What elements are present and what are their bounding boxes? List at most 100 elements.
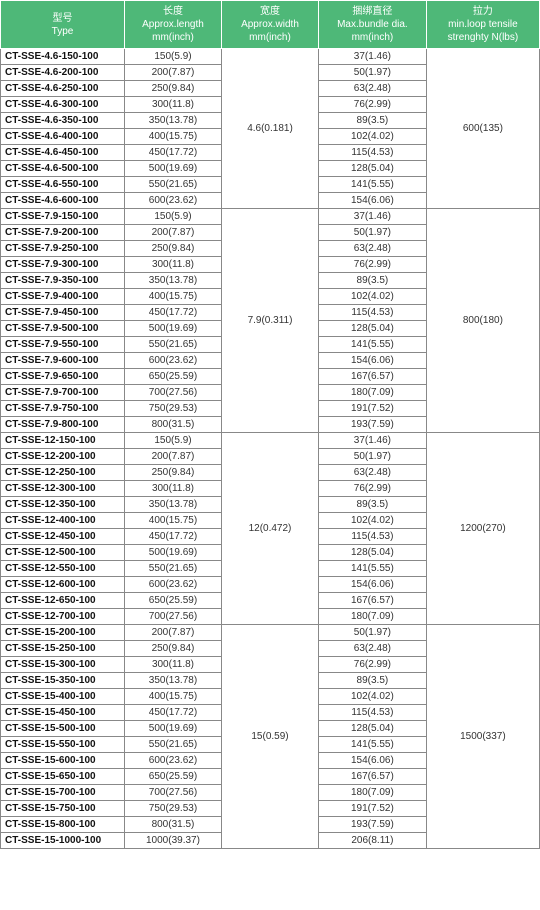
cell-type: CT-SSE-15-600-100 [1,753,125,769]
cell-type: CT-SSE-7.9-150-100 [1,209,125,225]
col-type: 型号Type [1,1,125,49]
cell-length: 600(23.62) [124,577,221,593]
cell-dia: 115(4.53) [319,305,427,321]
table-body: CT-SSE-4.6-150-100150(5.9)4.6(0.181)37(1… [1,49,540,849]
cell-dia: 102(4.02) [319,129,427,145]
cell-type: CT-SSE-12-350-100 [1,497,125,513]
cell-length: 300(11.8) [124,97,221,113]
cell-dia: 141(5.55) [319,337,427,353]
cell-length: 350(13.78) [124,497,221,513]
cell-dia: 76(2.99) [319,97,427,113]
cell-length: 300(11.8) [124,657,221,673]
cell-length: 750(29.53) [124,801,221,817]
cell-dia: 193(7.59) [319,417,427,433]
cell-type: CT-SSE-15-400-100 [1,689,125,705]
cell-length: 600(23.62) [124,753,221,769]
cell-length: 200(7.87) [124,625,221,641]
cell-type: CT-SSE-7.9-800-100 [1,417,125,433]
cell-length: 550(21.65) [124,337,221,353]
cell-length: 350(13.78) [124,273,221,289]
table-row: CT-SSE-12-150-100150(5.9)12(0.472)37(1.4… [1,433,540,449]
cell-length: 750(29.53) [124,401,221,417]
cell-dia: 167(6.57) [319,769,427,785]
spec-table: 型号Type 长度Approx.lengthmm(inch) 宽度Approx.… [0,0,540,849]
cell-type: CT-SSE-4.6-200-100 [1,65,125,81]
cell-type: CT-SSE-15-450-100 [1,705,125,721]
cell-dia: 128(5.04) [319,161,427,177]
cell-type: CT-SSE-4.6-550-100 [1,177,125,193]
cell-length: 200(7.87) [124,65,221,81]
cell-length: 650(25.59) [124,369,221,385]
cell-dia: 191(7.52) [319,801,427,817]
cell-dia: 37(1.46) [319,49,427,65]
cell-dia: 167(6.57) [319,593,427,609]
cell-type: CT-SSE-7.9-400-100 [1,289,125,305]
cell-type: CT-SSE-12-550-100 [1,561,125,577]
cell-type: CT-SSE-15-1000-100 [1,833,125,849]
cell-strength: 1500(337) [426,625,539,849]
cell-type: CT-SSE-12-450-100 [1,529,125,545]
cell-type: CT-SSE-12-150-100 [1,433,125,449]
cell-length: 600(23.62) [124,193,221,209]
cell-strength: 1200(270) [426,433,539,625]
cell-type: CT-SSE-15-650-100 [1,769,125,785]
cell-dia: 128(5.04) [319,545,427,561]
col-width: 宽度Approx.widthmm(inch) [221,1,318,49]
cell-length: 400(15.75) [124,129,221,145]
cell-dia: 193(7.59) [319,817,427,833]
table-header: 型号Type 长度Approx.lengthmm(inch) 宽度Approx.… [1,1,540,49]
cell-dia: 154(6.06) [319,353,427,369]
cell-dia: 50(1.97) [319,449,427,465]
cell-dia: 50(1.97) [319,65,427,81]
cell-dia: 37(1.46) [319,209,427,225]
cell-dia: 180(7.09) [319,785,427,801]
cell-dia: 154(6.06) [319,577,427,593]
cell-length: 500(19.69) [124,545,221,561]
cell-type: CT-SSE-15-350-100 [1,673,125,689]
cell-dia: 89(3.5) [319,497,427,513]
cell-type: CT-SSE-15-250-100 [1,641,125,657]
cell-type: CT-SSE-7.9-650-100 [1,369,125,385]
cell-type: CT-SSE-15-200-100 [1,625,125,641]
cell-type: CT-SSE-15-300-100 [1,657,125,673]
cell-dia: 154(6.06) [319,193,427,209]
cell-dia: 115(4.53) [319,705,427,721]
cell-dia: 89(3.5) [319,673,427,689]
cell-length: 700(27.56) [124,609,221,625]
cell-length: 700(27.56) [124,385,221,401]
cell-length: 500(19.69) [124,161,221,177]
cell-type: CT-SSE-7.9-700-100 [1,385,125,401]
col-dia: 捆绑直径Max.bundle dia.mm(inch) [319,1,427,49]
cell-dia: 141(5.55) [319,177,427,193]
cell-dia: 141(5.55) [319,561,427,577]
cell-type: CT-SSE-15-800-100 [1,817,125,833]
cell-length: 350(13.78) [124,673,221,689]
cell-dia: 115(4.53) [319,145,427,161]
cell-type: CT-SSE-12-500-100 [1,545,125,561]
cell-dia: 115(4.53) [319,529,427,545]
cell-dia: 206(8.11) [319,833,427,849]
cell-type: CT-SSE-7.9-450-100 [1,305,125,321]
cell-dia: 63(2.48) [319,641,427,657]
cell-dia: 89(3.5) [319,113,427,129]
cell-length: 300(11.8) [124,257,221,273]
cell-type: CT-SSE-4.6-600-100 [1,193,125,209]
cell-type: CT-SSE-7.9-250-100 [1,241,125,257]
cell-strength: 800(180) [426,209,539,433]
table-row: CT-SSE-15-200-100200(7.87)15(0.59)50(1.9… [1,625,540,641]
cell-type: CT-SSE-4.6-450-100 [1,145,125,161]
cell-length: 450(17.72) [124,529,221,545]
cell-length: 1000(39.37) [124,833,221,849]
cell-length: 250(9.84) [124,81,221,97]
cell-dia: 89(3.5) [319,273,427,289]
cell-length: 500(19.69) [124,321,221,337]
cell-length: 300(11.8) [124,481,221,497]
cell-dia: 63(2.48) [319,81,427,97]
cell-length: 250(9.84) [124,465,221,481]
cell-type: CT-SSE-4.6-250-100 [1,81,125,97]
cell-length: 150(5.9) [124,209,221,225]
cell-type: CT-SSE-7.9-500-100 [1,321,125,337]
cell-type: CT-SSE-7.9-200-100 [1,225,125,241]
cell-length: 800(31.5) [124,817,221,833]
cell-length: 700(27.56) [124,785,221,801]
